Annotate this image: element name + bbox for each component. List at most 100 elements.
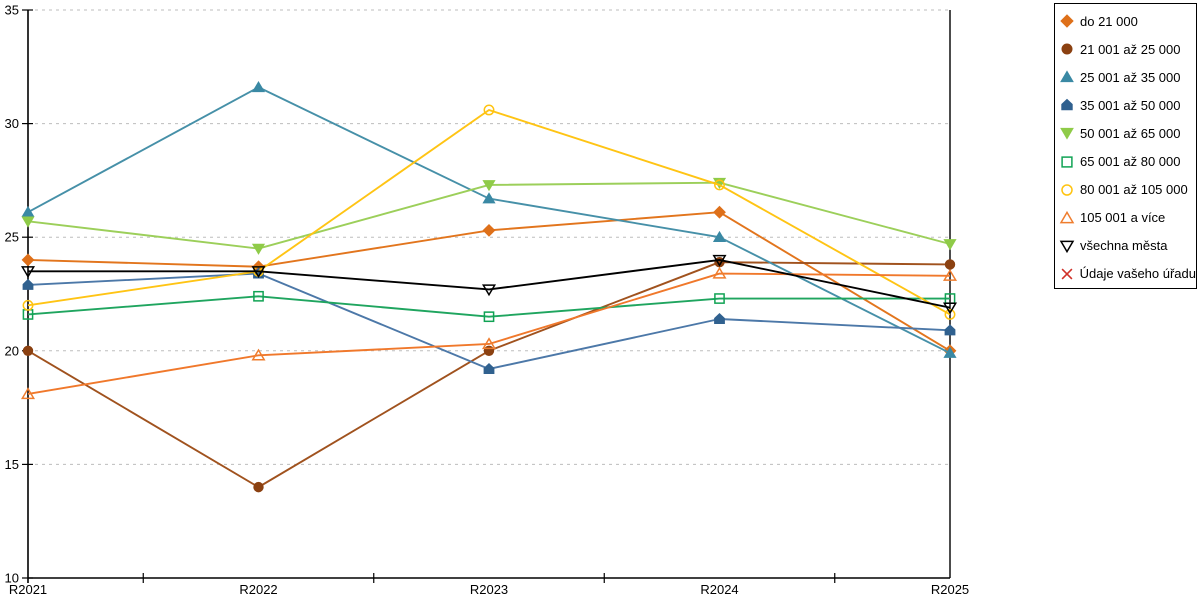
legend-item-105-001-a-v-ce: 105 001 a více <box>1055 204 1196 232</box>
series-50-001-a-65-000 <box>21 177 957 255</box>
x-tick-label-r2021: R2021 <box>9 582 47 597</box>
legend-item-21-001-a-25-000: 21 001 až 25 000 <box>1055 35 1196 63</box>
pentagon-marker <box>944 324 956 336</box>
triangle-up-marker <box>21 205 35 218</box>
y-tick-label-35: 35 <box>5 3 19 18</box>
legend-label: 35 001 až 50 000 <box>1080 97 1181 113</box>
series-line-105-001-a-v-ce <box>27 272 951 395</box>
triangle-up-marker <box>943 346 957 358</box>
legend-item-35-001-a-50-000: 35 001 až 50 000 <box>1055 91 1196 119</box>
y-tick-label-30: 30 <box>5 116 19 131</box>
series-105-001-a-v-ce <box>20 266 958 400</box>
legend-item-v-echna-m-sta: všechna města <box>1055 232 1196 260</box>
legend-label: 105 001 a více <box>1080 210 1166 226</box>
y-tick-label-10: 10 <box>5 571 19 586</box>
legend-label: 50 001 až 65 000 <box>1080 125 1181 141</box>
triangle-down-marker <box>251 266 266 279</box>
legend-label: 65 001 až 80 000 <box>1080 154 1181 170</box>
legend-circle-icon <box>1061 43 1073 55</box>
legend-item-daje-va-eho-adu: Údaje vašeho úřadu <box>1055 260 1196 288</box>
triangle-up-marker <box>482 192 496 204</box>
circle-marker <box>1061 183 1073 196</box>
circle-marker <box>483 104 495 116</box>
triangle-up-marker <box>712 230 727 243</box>
axes: 10 15 20 25 30 35 R2021 R2022 R2023 R2024 R2025 <box>5 3 970 598</box>
x-marker <box>1061 268 1073 280</box>
legend-x-icon <box>1061 268 1073 280</box>
series-line-v-echna-m-sta <box>28 258 951 309</box>
x-tick-label-r2025: R2025 <box>931 582 969 597</box>
triangle-down-marker <box>943 239 957 251</box>
y-tick-label-15: 15 <box>5 457 19 472</box>
circle-marker <box>944 259 956 270</box>
legend-item-65-001-a-80-000: 65 001 až 80 000 <box>1055 147 1196 175</box>
y-tick-label-20: 20 <box>5 343 19 358</box>
y-tick-label-25: 25 <box>5 230 19 245</box>
triangle-down-marker <box>1059 240 1075 253</box>
triangle-up-marker <box>1059 210 1075 224</box>
triangle-down-marker <box>21 216 35 228</box>
legend: do 21 000 21 001 až 25 000 25 001 až 35 00… <box>1054 3 1197 289</box>
legend-item-25-001-a-35-000: 25 001 až 35 000 <box>1055 63 1196 91</box>
pentagon-marker <box>22 278 34 290</box>
triangle-down-marker <box>251 243 266 255</box>
series-line-65-001-a-80-000 <box>27 295 950 318</box>
square-marker <box>1061 155 1073 168</box>
legend-item-50-001-a-65-000: 50 001 až 65 000 <box>1055 119 1196 147</box>
series-v-echna-m-sta <box>20 254 958 315</box>
legend-pentagon-icon <box>1061 99 1073 111</box>
pentagon-marker <box>1061 99 1073 111</box>
triangle-down-marker <box>712 254 727 267</box>
pentagon-marker <box>483 362 495 374</box>
square-marker <box>253 290 264 302</box>
triangle-up-marker <box>251 348 266 361</box>
triangle-down-marker <box>1060 128 1074 141</box>
x-tick-label-r2022: R2022 <box>239 582 277 597</box>
legend-item-do-21-000: do 21 000 <box>1055 7 1196 35</box>
triangle-down-marker <box>942 302 958 315</box>
legend-label: 80 001 až 105 000 <box>1080 182 1188 198</box>
diamond-marker <box>713 205 726 219</box>
x-tick-label-r2023: R2023 <box>470 582 508 597</box>
legend-label: všechna města <box>1080 238 1168 254</box>
series-line-25-001-a-35-000 <box>27 86 951 354</box>
diamond-marker <box>482 223 496 237</box>
triangle-up-marker <box>481 337 497 350</box>
series-21-001-a-25-000 <box>22 256 956 493</box>
series-line-80-001-a-105-000 <box>27 109 951 316</box>
series-do-21-000 <box>21 205 957 358</box>
legend-triangle-up-icon <box>1060 70 1074 83</box>
pentagon-marker <box>714 312 725 324</box>
triangle-down-marker <box>20 266 36 279</box>
circle-marker <box>944 308 956 320</box>
diamond-marker <box>21 253 35 267</box>
circle-marker <box>22 299 34 311</box>
legend-square-icon <box>1061 155 1073 168</box>
triangle-up-marker <box>20 387 36 400</box>
circle-marker <box>253 481 264 493</box>
series-80-001-a-105-000 <box>22 104 956 320</box>
legend-label: do 21 000 <box>1080 13 1138 29</box>
triangle-down-marker <box>481 284 497 297</box>
x-tick-label-r2024: R2024 <box>700 582 738 597</box>
circle-marker <box>1061 43 1073 55</box>
triangle-up-marker <box>1060 70 1074 83</box>
legend-diamond-icon <box>1060 14 1074 28</box>
legend-label: 21 001 až 25 000 <box>1080 41 1181 57</box>
triangle-up-marker <box>712 266 727 279</box>
square-marker <box>714 293 725 304</box>
legend-triangle-up-icon <box>1059 210 1075 224</box>
triangle-up-marker <box>942 269 958 281</box>
legend-item-80-001-a-105-000: 80 001 až 105 000 <box>1055 176 1196 204</box>
circle-marker <box>714 179 725 191</box>
legend-label: Údaje vašeho úřadu <box>1079 266 1196 282</box>
legend-triangle-down-icon <box>1060 128 1074 141</box>
triangle-up-marker <box>251 80 266 93</box>
legend-label: 25 001 až 35 000 <box>1080 69 1181 85</box>
square-marker <box>483 311 495 323</box>
diamond-marker <box>1060 14 1074 28</box>
circle-marker <box>483 345 495 356</box>
circle-marker <box>22 345 34 356</box>
